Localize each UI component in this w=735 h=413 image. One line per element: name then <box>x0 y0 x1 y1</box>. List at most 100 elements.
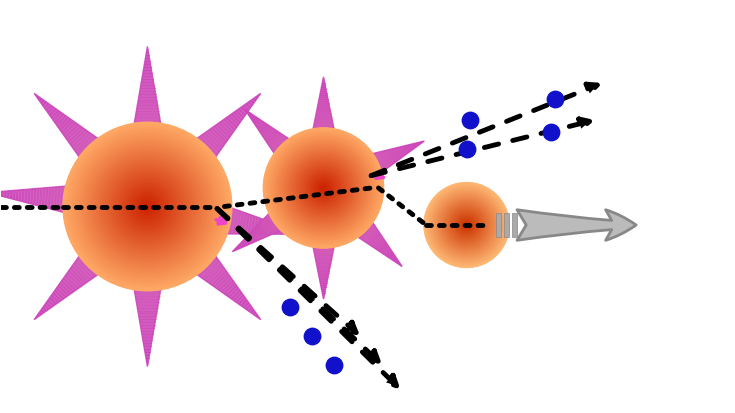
Ellipse shape <box>459 217 475 233</box>
Ellipse shape <box>436 195 497 255</box>
Polygon shape <box>266 221 268 234</box>
Polygon shape <box>200 259 218 276</box>
Ellipse shape <box>126 185 169 228</box>
Polygon shape <box>212 271 226 285</box>
Ellipse shape <box>459 217 474 233</box>
Polygon shape <box>275 207 289 227</box>
Ellipse shape <box>102 161 193 252</box>
Polygon shape <box>17 190 18 200</box>
Polygon shape <box>240 212 243 234</box>
Polygon shape <box>369 154 379 175</box>
Ellipse shape <box>436 195 497 256</box>
Polygon shape <box>50 109 56 115</box>
Polygon shape <box>245 109 295 160</box>
Ellipse shape <box>103 162 192 251</box>
Polygon shape <box>273 223 274 234</box>
Ellipse shape <box>131 190 164 223</box>
Ellipse shape <box>439 197 494 252</box>
Ellipse shape <box>318 183 329 193</box>
Polygon shape <box>221 206 226 234</box>
Polygon shape <box>241 243 243 247</box>
Ellipse shape <box>440 198 494 252</box>
Polygon shape <box>265 218 276 233</box>
Ellipse shape <box>272 137 375 239</box>
Polygon shape <box>254 99 256 101</box>
Polygon shape <box>41 310 44 313</box>
Ellipse shape <box>315 180 332 197</box>
Polygon shape <box>381 152 388 168</box>
Ellipse shape <box>320 185 326 191</box>
Polygon shape <box>77 137 96 154</box>
Polygon shape <box>76 135 93 152</box>
Ellipse shape <box>292 157 355 220</box>
Ellipse shape <box>316 180 331 196</box>
Ellipse shape <box>447 206 486 244</box>
Polygon shape <box>246 104 251 108</box>
Ellipse shape <box>446 205 487 245</box>
Ellipse shape <box>273 137 374 239</box>
Polygon shape <box>55 290 63 299</box>
Ellipse shape <box>438 197 495 253</box>
Polygon shape <box>215 204 220 234</box>
Ellipse shape <box>298 162 350 214</box>
Ellipse shape <box>320 184 327 192</box>
Ellipse shape <box>450 208 484 242</box>
Ellipse shape <box>133 192 162 221</box>
Ellipse shape <box>308 172 339 204</box>
Ellipse shape <box>446 204 487 246</box>
Polygon shape <box>370 154 380 173</box>
Ellipse shape <box>76 135 220 278</box>
Polygon shape <box>287 228 288 234</box>
Polygon shape <box>403 146 406 154</box>
Polygon shape <box>14 190 15 199</box>
Ellipse shape <box>104 164 190 249</box>
Polygon shape <box>195 140 214 159</box>
Ellipse shape <box>129 188 165 225</box>
Ellipse shape <box>143 202 152 211</box>
Polygon shape <box>246 305 251 309</box>
Ellipse shape <box>301 166 346 210</box>
Polygon shape <box>0 185 77 215</box>
Polygon shape <box>81 140 100 159</box>
Ellipse shape <box>273 138 373 238</box>
Polygon shape <box>204 263 221 280</box>
Ellipse shape <box>282 146 365 230</box>
Polygon shape <box>354 219 370 235</box>
Ellipse shape <box>310 175 337 201</box>
Polygon shape <box>31 189 32 204</box>
Ellipse shape <box>454 213 478 237</box>
Polygon shape <box>263 219 273 234</box>
Polygon shape <box>254 217 257 234</box>
Polygon shape <box>212 128 226 142</box>
Ellipse shape <box>105 164 190 249</box>
Polygon shape <box>72 185 74 215</box>
Ellipse shape <box>68 127 226 286</box>
Ellipse shape <box>107 166 187 247</box>
Polygon shape <box>384 151 392 165</box>
Ellipse shape <box>65 124 230 289</box>
Ellipse shape <box>317 181 330 195</box>
Ellipse shape <box>304 168 343 208</box>
Ellipse shape <box>100 159 196 254</box>
Ellipse shape <box>124 183 171 230</box>
Ellipse shape <box>90 149 205 264</box>
Polygon shape <box>230 209 234 234</box>
Ellipse shape <box>281 145 366 231</box>
Ellipse shape <box>451 209 483 241</box>
Polygon shape <box>269 222 271 234</box>
Ellipse shape <box>465 224 467 226</box>
Ellipse shape <box>293 158 354 218</box>
Polygon shape <box>217 124 229 137</box>
Ellipse shape <box>291 156 356 220</box>
Polygon shape <box>312 239 335 299</box>
Ellipse shape <box>437 196 495 254</box>
Polygon shape <box>383 151 390 166</box>
Polygon shape <box>229 288 238 297</box>
Polygon shape <box>43 102 46 106</box>
Ellipse shape <box>268 132 380 244</box>
Polygon shape <box>274 139 289 154</box>
Ellipse shape <box>429 188 503 262</box>
Ellipse shape <box>305 170 342 206</box>
Ellipse shape <box>290 154 357 222</box>
Ellipse shape <box>443 202 490 249</box>
